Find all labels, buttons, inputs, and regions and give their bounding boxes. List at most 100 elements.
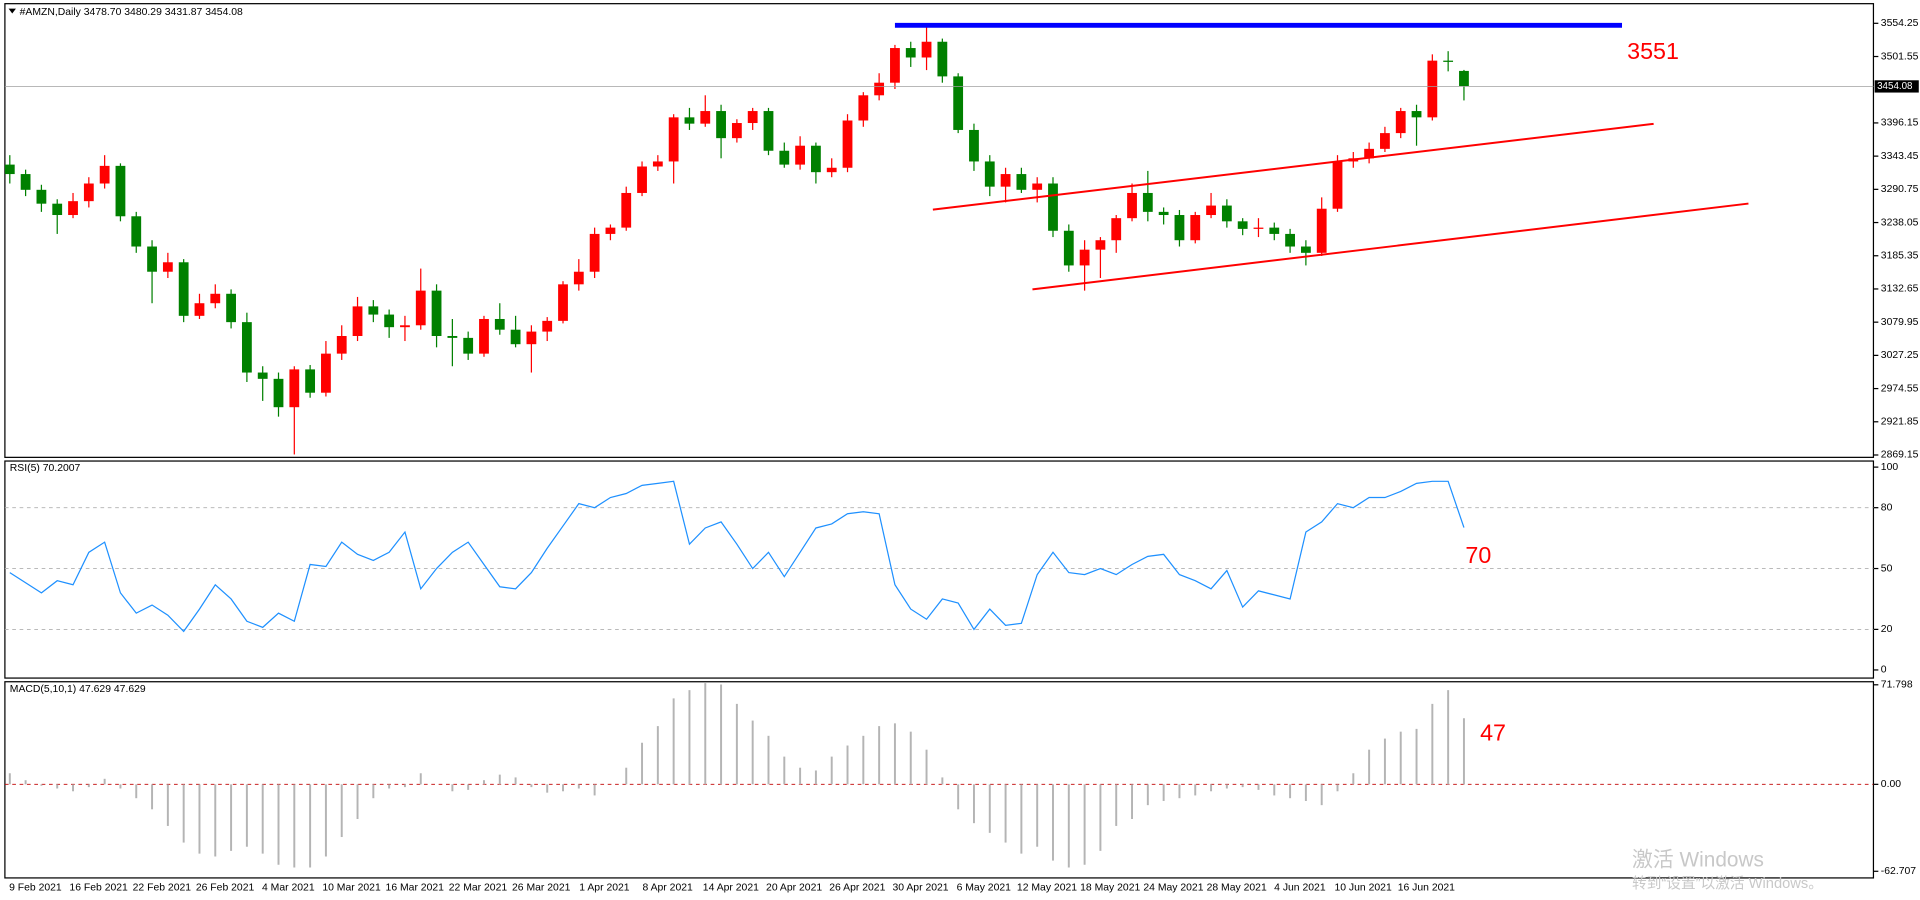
- candle-body: [1032, 183, 1043, 190]
- candle-body: [1142, 192, 1153, 212]
- candle-body: [605, 227, 616, 234]
- candle-body: [210, 293, 221, 304]
- y-tick-label: 0.00: [1881, 779, 1901, 790]
- candle-body: [1221, 205, 1232, 222]
- candle-body: [1190, 215, 1201, 241]
- x-tick-label: 9 Feb 2021: [9, 882, 62, 893]
- x-tick-label: 18 May 2021: [1080, 882, 1140, 893]
- annotation: 70: [1465, 542, 1491, 568]
- candle-body: [747, 111, 758, 124]
- candle-body: [969, 129, 979, 162]
- candle-body: [4, 164, 15, 175]
- candle-body: [558, 284, 568, 321]
- rsi-line: [9, 480, 1465, 633]
- candle-body: [1253, 227, 1264, 229]
- candle-body: [36, 189, 47, 204]
- annotation: 3551: [1627, 38, 1679, 64]
- y-tick-label: 20: [1881, 624, 1893, 635]
- y-tick-label: 50: [1881, 563, 1893, 574]
- candle-body: [194, 303, 205, 316]
- candle-body: [700, 111, 711, 124]
- candle-body: [1332, 161, 1343, 209]
- x-tick-label: 4 Mar 2021: [262, 882, 315, 893]
- x-tick-label: 16 Mar 2021: [386, 882, 445, 893]
- y-tick-label: 2869.15: [1881, 450, 1919, 461]
- candle-body: [905, 48, 916, 58]
- candle-body: [716, 111, 726, 139]
- x-tick-label: 4 Jun 2021: [1274, 882, 1326, 893]
- x-tick-label: 8 Apr 2021: [642, 882, 693, 893]
- y-tick-label: 2921.85: [1881, 417, 1919, 428]
- x-tick-label: 1 Apr 2021: [579, 882, 630, 893]
- y-tick-label: 3027.25: [1881, 350, 1919, 361]
- candle-body: [336, 335, 347, 354]
- candle-body: [890, 48, 900, 83]
- candle-body: [1269, 227, 1280, 234]
- candle-body: [1016, 174, 1027, 190]
- candle-body: [842, 120, 853, 168]
- candle-body: [131, 216, 142, 247]
- y-tick-label: -62.707: [1881, 866, 1916, 877]
- candle-body: [1300, 246, 1311, 253]
- x-tick-label: 24 May 2021: [1143, 882, 1203, 893]
- candle-body: [1411, 111, 1422, 118]
- x-tick-label: 6 May 2021: [957, 882, 1012, 893]
- macd-title: MACD(5,10,1) 47.629 47.629: [10, 684, 146, 695]
- candle-body: [637, 166, 647, 193]
- candle-body: [510, 329, 521, 345]
- candle-body: [731, 123, 742, 139]
- candle-body: [1395, 111, 1406, 134]
- plot-layer: 3554.25 3501.55 3396.15 3343.45 3290.75 3238.…: [4, 18, 1919, 893]
- x-tick-label: 26 Feb 2021: [196, 882, 255, 893]
- candle-body: [589, 233, 600, 272]
- candle-body: [305, 369, 316, 393]
- candle-body: [652, 161, 663, 167]
- candle-body: [1079, 249, 1090, 266]
- x-tick-label: 10 Mar 2021: [322, 882, 381, 893]
- candle-body: [147, 246, 157, 272]
- candle-body: [953, 76, 964, 130]
- candle-body: [384, 314, 395, 328]
- candle-body: [162, 262, 173, 272]
- candle-body: [241, 322, 252, 373]
- annotation: 47: [1480, 720, 1506, 746]
- candle-body: [874, 82, 885, 96]
- candle-body: [858, 95, 869, 121]
- x-tick-label: 16 Feb 2021: [69, 882, 128, 893]
- rsi-title: RSI(5) 70.2007: [10, 463, 81, 474]
- candle-body: [795, 145, 806, 165]
- candle-body: [811, 145, 821, 173]
- candle-body: [1111, 218, 1122, 241]
- candle-body: [1380, 133, 1390, 149]
- x-tick-label: 26 Apr 2021: [829, 882, 885, 893]
- x-tick-label: 12 May 2021: [1017, 882, 1077, 893]
- candle-body: [1316, 208, 1327, 253]
- candle-body: [257, 372, 268, 379]
- y-tick-label: 71.798: [1881, 680, 1913, 691]
- x-tick-label: 30 Apr 2021: [892, 882, 948, 893]
- candle-body: [52, 203, 63, 216]
- menu-arrow[interactable]: [8, 8, 16, 14]
- candle-body: [289, 369, 300, 408]
- y-tick-label: 0: [1881, 665, 1887, 676]
- candle-body: [921, 41, 932, 58]
- candle-body: [115, 165, 126, 217]
- candle-body: [415, 290, 426, 326]
- price-panel: [4, 3, 1875, 458]
- watermark-title: 激活 Windows: [1632, 848, 1764, 871]
- y-tick-label: 3185.35: [1881, 251, 1919, 262]
- candle-body: [573, 271, 584, 285]
- trend-line: [1032, 202, 1749, 291]
- x-tick-label: 14 Apr 2021: [703, 882, 759, 893]
- y-tick-label: 100: [1881, 462, 1899, 473]
- candle-body: [1063, 230, 1074, 266]
- current-price-box: [1874, 80, 1919, 93]
- candle-body: [463, 337, 474, 354]
- candle-body: [1048, 183, 1058, 231]
- candle-body: [400, 325, 410, 328]
- x-tick-label: 26 Mar 2021: [512, 882, 571, 893]
- candle-body: [178, 262, 189, 316]
- trend-line: [932, 122, 1654, 211]
